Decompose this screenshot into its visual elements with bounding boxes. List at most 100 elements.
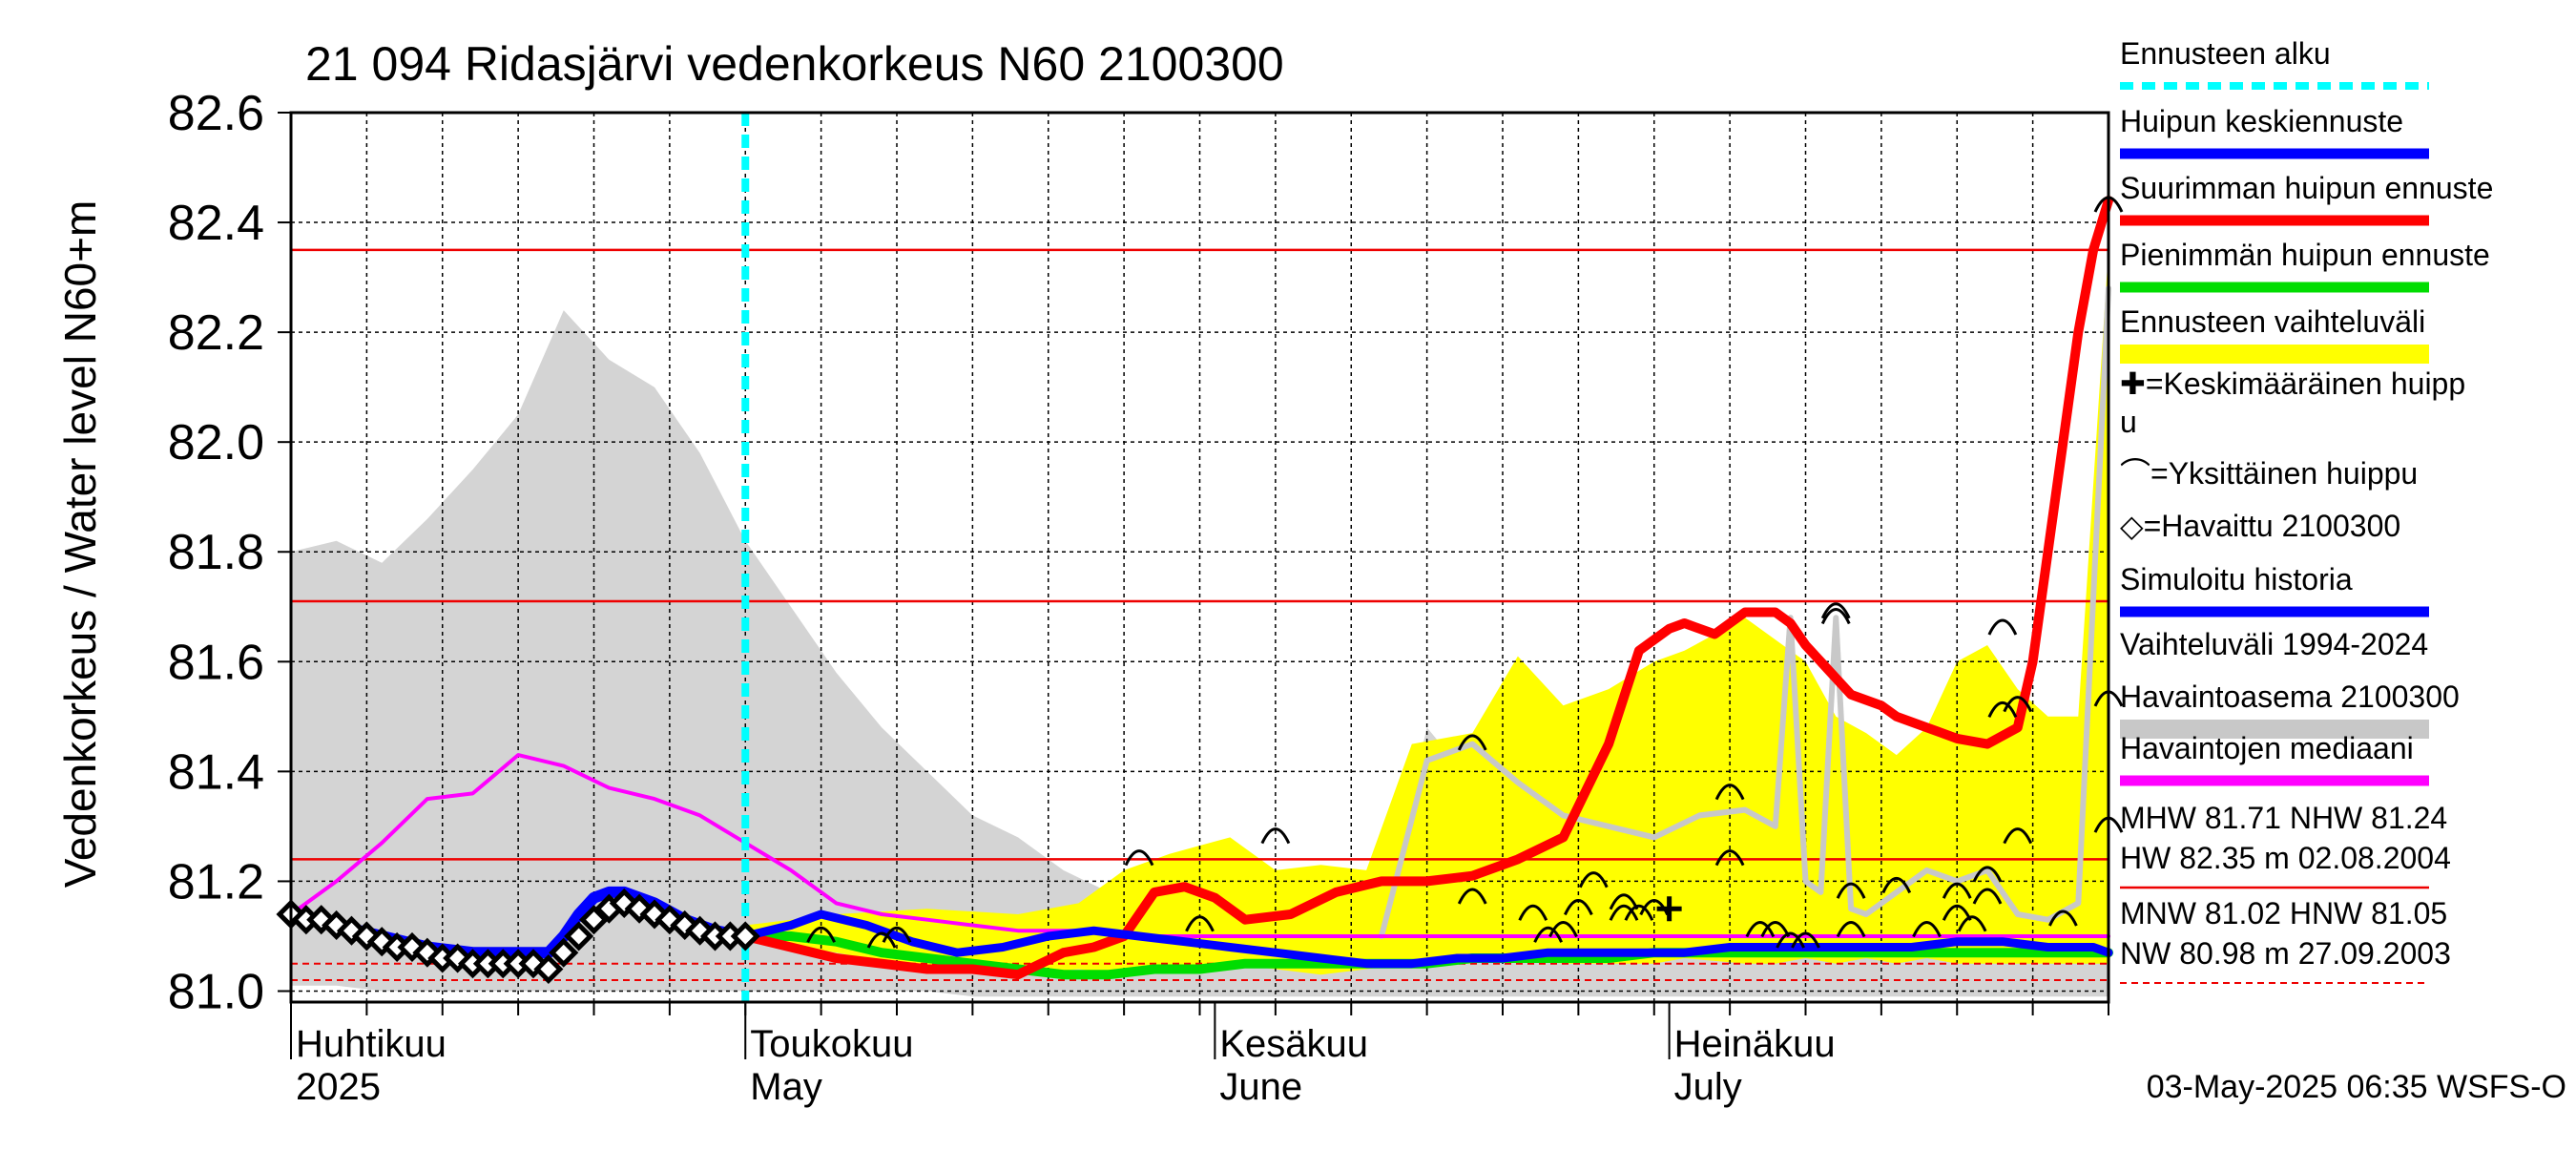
month-label: Heinäkuu [1674, 1023, 1836, 1065]
month-label-en: July [1674, 1066, 1742, 1108]
y-tick-label: 82.4 [168, 196, 264, 251]
individual-peak-marker [1533, 926, 1563, 943]
observed-point [639, 899, 670, 930]
individual-peak-marker [1745, 921, 1776, 938]
y-tick-label: 81.6 [168, 635, 264, 690]
observed-point [685, 915, 716, 946]
individual-peak-marker [1881, 876, 1912, 894]
observed-point [670, 910, 700, 940]
stats-label: NW 80.98 m 27.09.2003 [2120, 936, 2451, 971]
month-label: Toukokuu [750, 1023, 913, 1065]
plot-frame [289, 111, 2110, 1004]
individual-peak-marker [1987, 618, 2018, 636]
series-line [740, 196, 2113, 980]
individual-peak-marker [2048, 910, 2078, 927]
observed-point [730, 921, 760, 951]
observed-point [533, 953, 564, 985]
observed-point [654, 905, 685, 935]
individual-peak-marker [1714, 849, 1745, 867]
series-line [1379, 285, 2111, 939]
observed-point [351, 921, 382, 951]
individual-peak-marker [1185, 915, 1215, 932]
observed-point [624, 893, 654, 924]
y-tick-label: 82.2 [168, 305, 264, 361]
legend-swatch [2120, 720, 2429, 739]
legend-label: ◇=Havaittu 2100300 [2120, 509, 2400, 543]
legend-label: Ennusteen alku [2120, 36, 2331, 71]
observed-point [518, 949, 549, 979]
observed-point [336, 915, 367, 946]
individual-peak-marker [882, 926, 912, 943]
stats-label: HW 82.35 m 02.08.2004 [2120, 841, 2451, 875]
individual-peak-marker [1124, 849, 1154, 867]
month-label-en: June [1219, 1066, 1302, 1108]
observed-point [443, 943, 473, 973]
legend-label: ⌒=Yksittäinen huippu [2120, 456, 2418, 491]
observed-point [549, 937, 579, 968]
y-axis-label: Vedenkorkeus / Water level N60+m [55, 200, 105, 889]
individual-peak-marker [1942, 904, 1972, 921]
stats-label: MNW 81.02 HNW 81.05 [2120, 896, 2447, 930]
individual-peak-marker [1760, 921, 1791, 938]
individual-peak-marker [1820, 602, 1851, 619]
individual-peak-marker [866, 931, 897, 949]
legend-label: ✚=Keskimääräinen huipp [2120, 366, 2465, 401]
y-tick-label: 81.0 [168, 964, 264, 1019]
footer-timestamp: 03-May-2025 06:35 WSFS-O [2147, 1069, 2566, 1105]
individual-peak-marker [1609, 893, 1639, 910]
individual-peak-marker [1548, 921, 1578, 938]
individual-peak-marker [1776, 931, 1805, 949]
legend-label: Simuloitu historia [2120, 562, 2353, 596]
month-label-en: 2025 [296, 1066, 381, 1108]
individual-peak-marker [1942, 882, 1972, 899]
individual-peak-marker [1836, 882, 1866, 899]
legend-label: Ennusteen vaihteluväli [2120, 304, 2425, 339]
individual-peak-marker [2003, 827, 2033, 845]
legend-swatch [2120, 345, 2429, 364]
individual-peak-marker [1624, 904, 1654, 921]
month-label-en: May [750, 1066, 822, 1108]
individual-peak-marker [1957, 915, 1987, 932]
individual-peak-marker [1260, 827, 1291, 845]
individual-peak-marker [1836, 921, 1866, 938]
individual-peak-marker [1912, 921, 1942, 938]
individual-peak-marker [1714, 784, 1745, 801]
observed-point [397, 931, 427, 963]
individual-peak-marker [1578, 871, 1609, 889]
y-tick-label: 82.6 [168, 86, 264, 141]
individual-peak-marker [1609, 904, 1639, 921]
legend-label: Pienimmän huipun ennuste [2120, 238, 2490, 272]
individual-peak-marker [1791, 931, 1820, 949]
month-label: Kesäkuu [1219, 1023, 1368, 1065]
individual-peak-marker [1457, 734, 1487, 751]
legend-label: Havaintojen mediaani [2120, 731, 2414, 765]
legend-label: Suurimman huipun ennuste [2120, 171, 2493, 205]
legend-label: Huipun keskiennuste [2120, 104, 2403, 138]
individual-peak-marker [2003, 696, 2033, 713]
series-line [289, 753, 2110, 938]
legend-label-cont: u [2120, 405, 2137, 439]
chart-title: 21 094 Ridasjärvi vedenkorkeus N60 21003… [305, 37, 1284, 91]
observed-point [322, 910, 352, 940]
mean-peak-marker [1656, 896, 1682, 922]
individual-peak-marker [806, 926, 836, 943]
individual-peak-marker [1518, 904, 1548, 921]
forecast-range-band [745, 249, 2109, 975]
observed-point [564, 921, 594, 951]
month-label: Huhtikuu [296, 1023, 447, 1065]
legend-label: Havaintoasema 2100300 [2120, 680, 2460, 714]
observed-point [306, 905, 337, 935]
individual-peak-marker [1820, 608, 1851, 625]
individual-peak-marker [1972, 866, 2003, 883]
individual-peak-marker [1564, 898, 1593, 916]
individual-peak-marker [1457, 888, 1487, 905]
y-tick-label: 82.0 [168, 415, 264, 470]
individual-peak-marker [1987, 700, 2018, 718]
legend-label: Vaihteluväli 1994-2024 [2120, 627, 2428, 661]
y-tick-label: 81.4 [168, 744, 264, 800]
y-tick-label: 81.8 [168, 525, 264, 580]
series-line [740, 910, 2113, 969]
stats-label: MHW 81.71 NHW 81.24 [2120, 801, 2447, 835]
